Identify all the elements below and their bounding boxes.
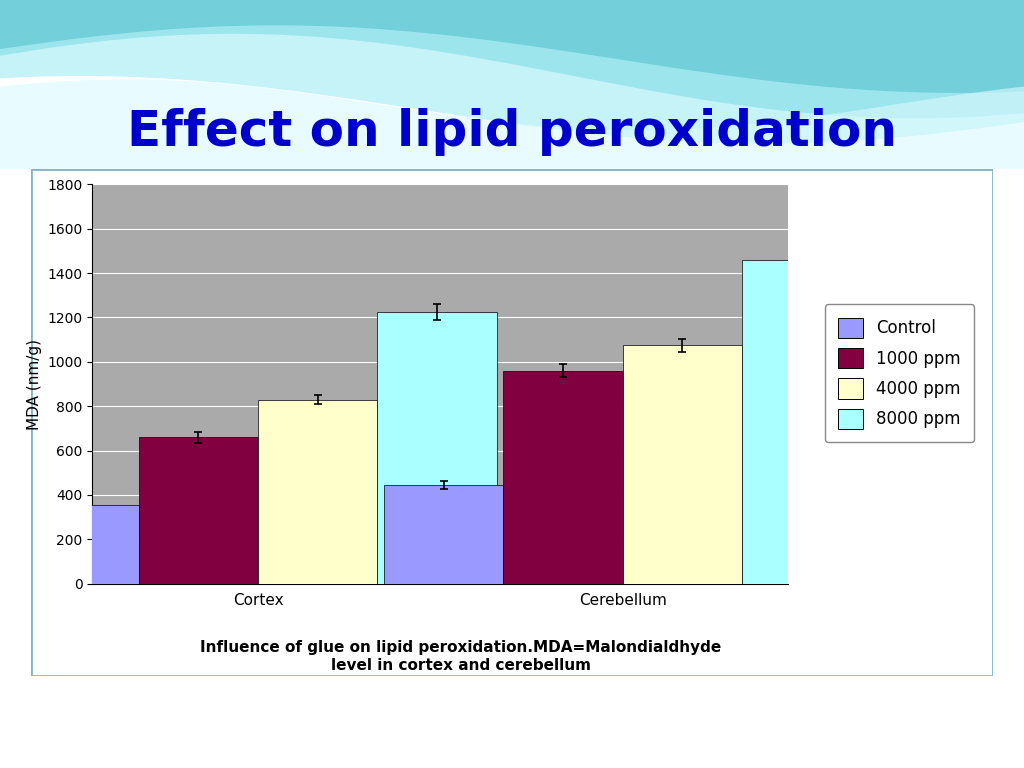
- Text: Influence of glue on lipid peroxidation.MDA=Malondialdhyde
level in cortex and c: Influence of glue on lipid peroxidation.…: [200, 641, 722, 673]
- Bar: [742, 260, 861, 584]
- Polygon shape: [0, 0, 1024, 118]
- FancyBboxPatch shape: [31, 169, 993, 676]
- Bar: [377, 312, 497, 584]
- Bar: [138, 437, 258, 584]
- Bar: [258, 399, 377, 584]
- Text: Effect on lipid peroxidation: Effect on lipid peroxidation: [127, 108, 897, 156]
- Bar: [19, 505, 138, 584]
- Polygon shape: [0, 25, 1024, 144]
- Y-axis label: MDA (nm/g): MDA (nm/g): [27, 339, 42, 429]
- Bar: [504, 371, 623, 584]
- Legend: Control, 1000 ppm, 4000 ppm, 8000 ppm: Control, 1000 ppm, 4000 ppm, 8000 ppm: [824, 304, 974, 442]
- Bar: [384, 485, 504, 584]
- Polygon shape: [0, 79, 1024, 169]
- Bar: [623, 345, 742, 584]
